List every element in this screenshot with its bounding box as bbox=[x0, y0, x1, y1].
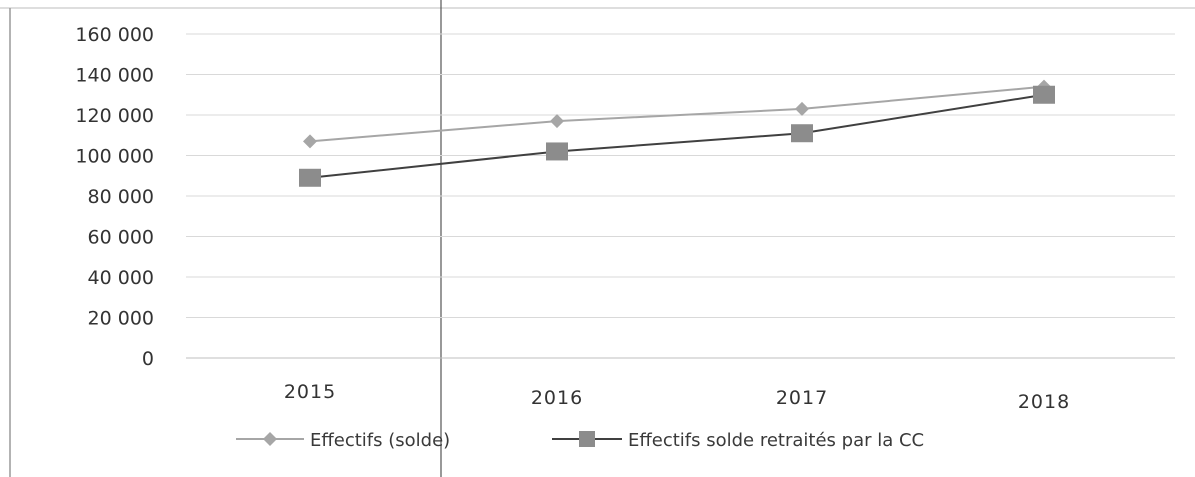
x-axis-ticks: 2015 2016 2017 2018 bbox=[284, 381, 1070, 413]
legend-marker-square bbox=[579, 431, 595, 447]
series-line-1 bbox=[309, 93, 1045, 179]
legend-item-2: Effectifs solde retraités par la CC bbox=[552, 430, 924, 451]
series-1-point-3 bbox=[1033, 85, 1055, 104]
gridlines bbox=[186, 33, 1175, 359]
legend-label-1: Effectifs (solde) bbox=[310, 430, 450, 451]
series-1-point-1 bbox=[546, 142, 568, 161]
y-tick-label-8: 160 000 bbox=[75, 24, 154, 46]
series-line-0 bbox=[309, 85, 1045, 143]
y-tick-label-1: 20 000 bbox=[88, 308, 154, 330]
x-tick-label-0: 2015 bbox=[284, 381, 336, 403]
y-axis-ticks: 0 20 000 40 000 60 000 80 000 100 000 120 000 1… bbox=[75, 24, 154, 370]
series-0-point-2 bbox=[795, 101, 809, 116]
series-0-point-1 bbox=[550, 114, 564, 129]
y-tick-label-0: 0 bbox=[142, 348, 154, 370]
x-tick-label-2: 2017 bbox=[776, 387, 828, 409]
y-tick-label-4: 80 000 bbox=[88, 186, 154, 208]
y-tick-label-5: 100 000 bbox=[75, 146, 154, 168]
legend: Effectifs (solde) Effectifs solde retrai… bbox=[236, 430, 924, 451]
series-1-point-0 bbox=[299, 168, 321, 187]
legend-item-1: Effectifs (solde) bbox=[236, 430, 450, 451]
y-tick-label-2: 40 000 bbox=[88, 267, 154, 289]
y-tick-label-3: 60 000 bbox=[88, 227, 154, 249]
x-tick-label-1: 2016 bbox=[531, 387, 583, 409]
x-tick-label-3: 2018 bbox=[1018, 391, 1070, 413]
series-layer bbox=[299, 79, 1055, 187]
y-tick-label-7: 140 000 bbox=[75, 65, 154, 87]
legend-marker-diamond bbox=[263, 432, 277, 446]
series-1-point-2 bbox=[791, 124, 813, 143]
series-0-point-0 bbox=[303, 134, 317, 149]
y-tick-label-6: 120 000 bbox=[75, 105, 154, 127]
legend-label-2: Effectifs solde retraités par la CC bbox=[628, 430, 924, 451]
